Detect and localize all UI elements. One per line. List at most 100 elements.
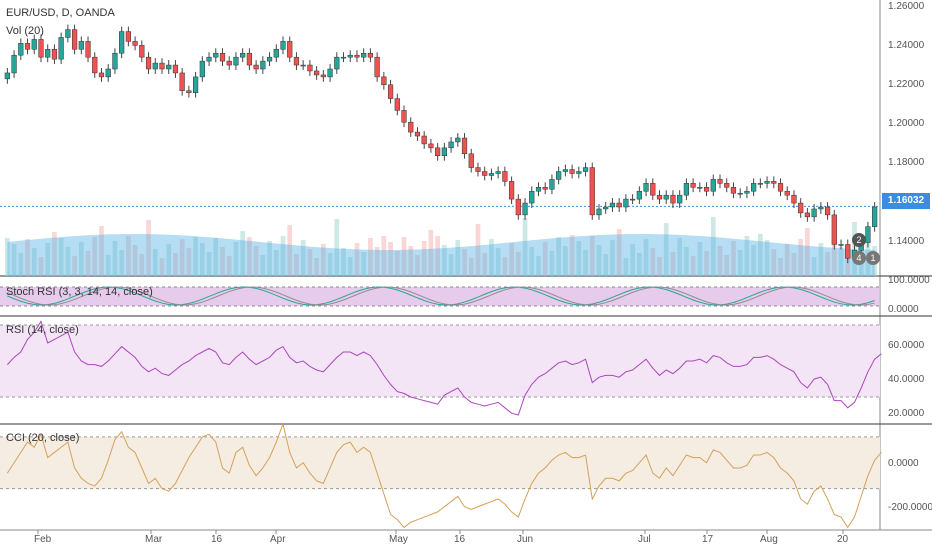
candle-body [85, 41, 91, 58]
stoch-tick: 100.0000 [888, 275, 930, 286]
candle-body [45, 49, 51, 58]
volume-bar [643, 239, 649, 276]
volume-bar [260, 255, 266, 276]
candle-body [609, 202, 616, 208]
candle-body [58, 37, 64, 60]
volume-label[interactable]: Vol (20) [6, 25, 44, 37]
candle-body [119, 31, 125, 54]
candle-body [730, 187, 737, 194]
candle-body [461, 137, 468, 155]
candle-body [569, 169, 575, 174]
time-tick: May [389, 534, 408, 545]
volume-bar [697, 242, 703, 276]
volume-bar [663, 223, 669, 276]
candle-body [683, 183, 689, 196]
rsi-label[interactable]: RSI (14, close) [6, 324, 79, 336]
candle-body [737, 192, 743, 195]
candle-body [145, 56, 152, 70]
volume-bar [784, 244, 790, 276]
time-tick: 16 [454, 534, 466, 545]
volume-bar [744, 236, 750, 276]
time-tick: Mar [145, 534, 163, 545]
volume-bar [18, 253, 24, 276]
stoch-d-line [7, 286, 875, 306]
volume-bar [408, 246, 414, 276]
candle-body [542, 187, 548, 190]
volume-bar [361, 252, 367, 276]
rsi-line [6, 320, 882, 416]
volume-bar [132, 245, 138, 276]
candle-body [562, 169, 568, 172]
candle-body [582, 167, 589, 172]
volume-bar [616, 229, 622, 276]
candle-body [455, 137, 461, 143]
time-tick: 17 [702, 534, 714, 545]
volume-ma-area [7, 234, 875, 276]
candle-body [408, 121, 414, 133]
volume-bar [603, 254, 609, 276]
volume-bar [341, 248, 346, 276]
candle-body [421, 135, 427, 145]
volume-bar [657, 257, 662, 276]
candle-body [677, 194, 683, 204]
volume-bar [31, 248, 37, 276]
volume-bar [569, 235, 575, 276]
candle-body [199, 60, 205, 78]
candle-body [172, 64, 179, 74]
volume-bar [105, 255, 111, 276]
volume-bar [226, 256, 232, 276]
candle-body [179, 72, 185, 91]
volume-bar [509, 243, 514, 276]
rsi-tick: 60.0000 [888, 340, 925, 351]
candle-body [818, 206, 824, 210]
candle-body [71, 29, 78, 50]
candle-body [18, 43, 24, 56]
candle-body [246, 52, 252, 66]
volume-bar [72, 256, 77, 276]
candle-body [381, 76, 387, 86]
candle-body [414, 131, 421, 137]
volume-bar [394, 251, 400, 276]
time-tick: 16 [211, 534, 223, 545]
volume-bar [240, 231, 246, 276]
event-badge[interactable]: 2 [852, 233, 866, 247]
volume-bar [159, 258, 165, 276]
volume-bar [549, 251, 555, 276]
candle-body [872, 206, 878, 227]
candle-body [656, 194, 663, 200]
candle-body [603, 206, 609, 210]
volume-bar [11, 244, 17, 276]
candle-body [798, 202, 804, 214]
stoch-rsi-label[interactable]: Stoch RSI (3, 3, 14, 14, close) [6, 286, 153, 298]
cci-tick: -200.0000 [888, 502, 932, 513]
candle-body [744, 190, 750, 194]
cci-label[interactable]: CCI (20, close) [6, 432, 80, 444]
candle-body [576, 171, 582, 174]
time-tick: Feb [34, 534, 52, 545]
volume-bar [421, 241, 427, 276]
volume-bar [442, 245, 447, 276]
candle-body [596, 208, 602, 216]
volume-bar [435, 236, 440, 276]
event-badge[interactable]: 1 [866, 251, 880, 265]
time-tick: Jun [517, 534, 534, 545]
volume-bar [233, 242, 239, 276]
candle-body [240, 52, 246, 58]
candle-body [293, 56, 300, 66]
time-tick: 20 [837, 534, 849, 545]
candle-body [186, 90, 192, 93]
volume-bar [112, 241, 118, 276]
volume-bar [119, 250, 125, 276]
volume-bar [495, 248, 501, 276]
event-badge[interactable]: 4 [852, 251, 866, 265]
candle-body [630, 198, 636, 201]
volume-bar [65, 247, 71, 276]
volume-bar [401, 237, 407, 276]
symbol-title[interactable]: EUR/USD, D, OANDA [6, 7, 115, 19]
cci-tick: 0.0000 [888, 458, 919, 469]
candle-body [757, 183, 763, 185]
candle-body [361, 52, 367, 58]
candle-body [65, 29, 71, 38]
volume-bar [542, 242, 548, 276]
